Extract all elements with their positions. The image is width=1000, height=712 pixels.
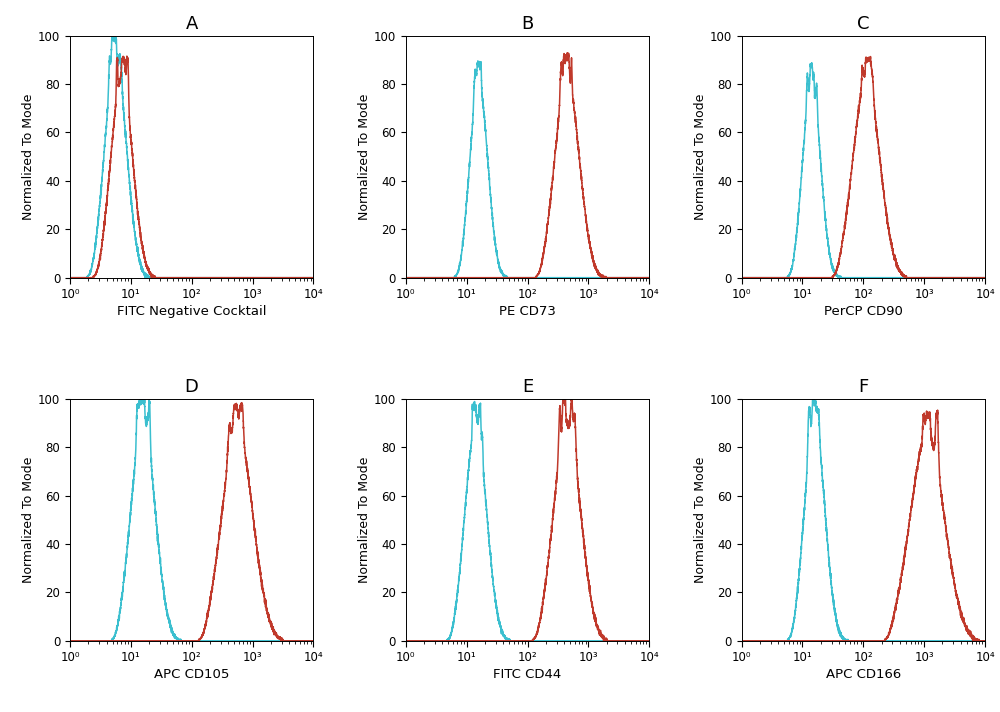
Title: E: E <box>522 378 533 396</box>
Y-axis label: Normalized To Mode: Normalized To Mode <box>358 456 371 583</box>
Y-axis label: Normalized To Mode: Normalized To Mode <box>22 456 35 583</box>
Title: B: B <box>521 15 534 33</box>
Y-axis label: Normalized To Mode: Normalized To Mode <box>22 93 35 220</box>
Title: A: A <box>185 15 198 33</box>
Y-axis label: Normalized To Mode: Normalized To Mode <box>358 93 371 220</box>
X-axis label: APC CD166: APC CD166 <box>826 669 901 681</box>
X-axis label: PerCP CD90: PerCP CD90 <box>824 305 903 318</box>
Y-axis label: Normalized To Mode: Normalized To Mode <box>694 456 707 583</box>
Title: F: F <box>858 378 868 396</box>
Title: C: C <box>857 15 870 33</box>
Y-axis label: Normalized To Mode: Normalized To Mode <box>694 93 707 220</box>
X-axis label: PE CD73: PE CD73 <box>499 305 556 318</box>
X-axis label: APC CD105: APC CD105 <box>154 669 229 681</box>
Title: D: D <box>185 378 199 396</box>
X-axis label: FITC Negative Cocktail: FITC Negative Cocktail <box>117 305 266 318</box>
X-axis label: FITC CD44: FITC CD44 <box>493 669 562 681</box>
